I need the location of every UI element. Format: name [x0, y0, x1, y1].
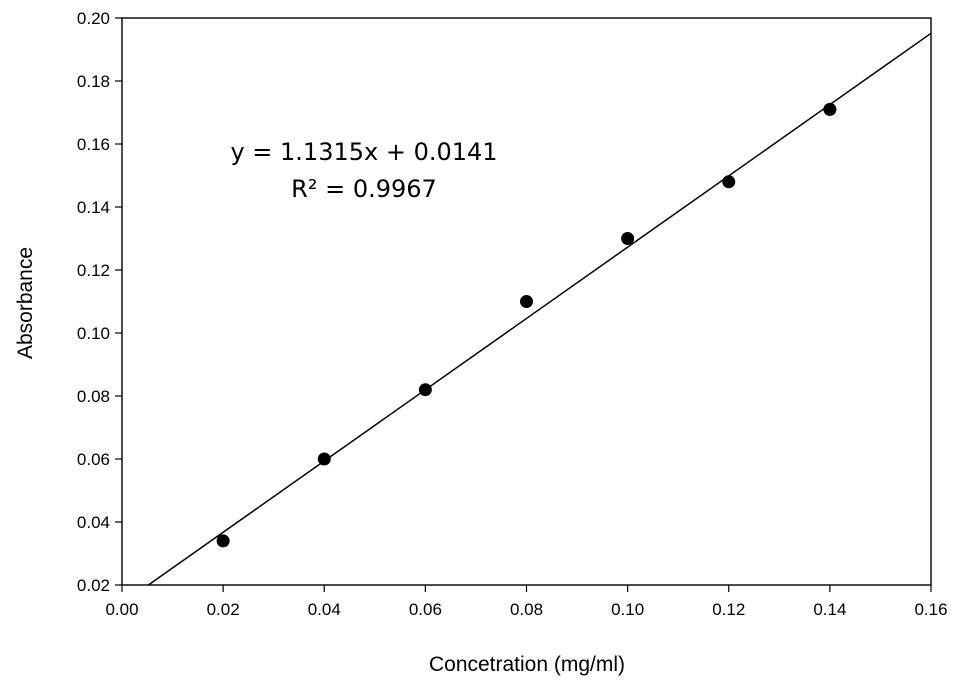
x-tick-label: 0.14: [813, 600, 846, 619]
y-tick-label: 0.12: [77, 261, 110, 280]
x-tick-label: 0.10: [611, 600, 644, 619]
trendline: [147, 32, 932, 586]
y-tick-label: 0.16: [77, 135, 110, 154]
data-point: [317, 452, 331, 466]
data-point: [823, 102, 837, 116]
y-tick-label: 0.06: [77, 450, 110, 469]
y-tick-label: 0.20: [77, 9, 110, 28]
x-tick-label: 0.02: [207, 600, 240, 619]
x-axis-title: Concetration (mg/ml): [429, 653, 625, 676]
x-tick-label: 0.04: [308, 600, 341, 619]
data-points: [216, 102, 837, 548]
y-tick-label: 0.18: [77, 72, 110, 91]
data-point: [520, 295, 533, 308]
y-tick-label: 0.08: [77, 387, 110, 406]
y-tick-label: 0.02: [77, 576, 110, 595]
equation-annotation: y = 1.1315x + 0.0141: [230, 138, 497, 166]
x-tick-label: 0.08: [510, 600, 543, 619]
r-squared-annotation: R² = 0.9967: [291, 175, 437, 203]
y-tick-label: 0.04: [77, 513, 110, 532]
x-tick-label: 0.06: [409, 600, 442, 619]
data-point: [418, 383, 432, 397]
x-tick-label: 0.12: [712, 600, 745, 619]
y-axis-title: Absorbance: [14, 247, 37, 359]
data-point: [621, 232, 635, 245]
x-tick-label: 0.16: [914, 600, 947, 619]
data-point: [216, 534, 230, 548]
y-tick-label: 0.14: [77, 198, 110, 217]
x-tick-label: 0.00: [105, 600, 138, 619]
trendline-group: [147, 32, 932, 586]
y-tick-label: 0.10: [77, 324, 110, 343]
data-point: [722, 175, 736, 189]
axis-ticks: 0.00 0.02 0.04 0.06 0.08 0.10 0.12 0.14 0.16 0.02…: [77, 9, 948, 619]
